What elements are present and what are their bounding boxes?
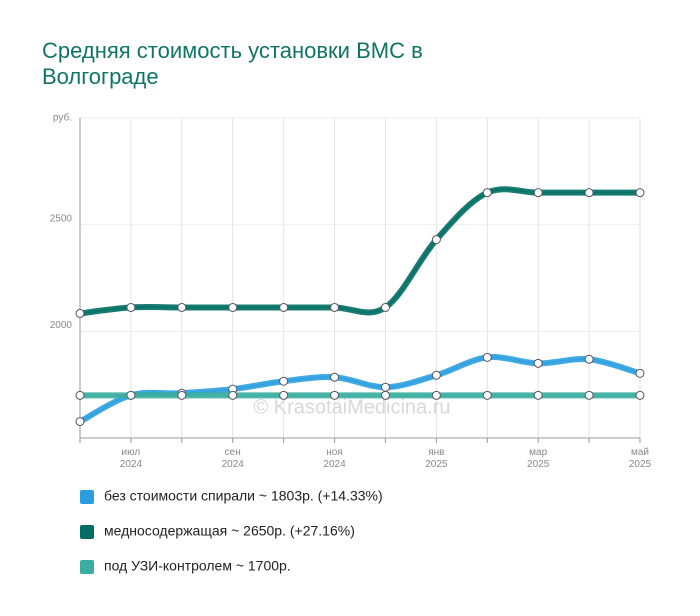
y-tick-label: 2500 xyxy=(50,213,73,224)
data-point xyxy=(431,235,441,245)
y-tick-label: 2000 xyxy=(50,320,73,331)
legend-label: под УЗИ-контролем ~ 1700р. xyxy=(104,558,291,574)
x-tick-label: июл 2024 xyxy=(120,447,143,470)
data-point xyxy=(584,188,594,198)
data-point xyxy=(228,390,238,400)
data-point xyxy=(482,188,492,198)
data-point xyxy=(482,352,492,362)
data-point xyxy=(330,302,340,312)
data-point xyxy=(584,354,594,364)
legend-swatch xyxy=(80,560,94,574)
data-point xyxy=(279,376,289,386)
legend-label: медносодержащая ~ 2650р. (+27.16%) xyxy=(104,523,355,539)
data-point xyxy=(177,390,187,400)
x-tick-label: май 2025 xyxy=(629,447,652,470)
data-point xyxy=(635,390,645,400)
data-point xyxy=(584,390,594,400)
data-point xyxy=(75,390,85,400)
data-point xyxy=(126,390,136,400)
legend-swatch xyxy=(80,525,94,539)
data-point xyxy=(380,382,390,392)
data-point xyxy=(126,302,136,312)
legend-label: без стоимости спирали ~ 1803р. (+14.33%) xyxy=(104,488,383,504)
data-point xyxy=(228,302,238,312)
data-point xyxy=(482,390,492,400)
x-tick-label: сен 2024 xyxy=(222,447,245,470)
data-point xyxy=(330,390,340,400)
data-point xyxy=(380,302,390,312)
series-line xyxy=(79,188,640,315)
data-point xyxy=(431,390,441,400)
x-tick-label: ноя 2024 xyxy=(323,447,346,470)
data-point xyxy=(75,417,85,427)
legend-swatch xyxy=(80,490,94,504)
data-point xyxy=(279,302,289,312)
watermark: © KrasotaiMedicina.ru xyxy=(253,396,450,418)
data-point xyxy=(533,390,543,400)
data-point xyxy=(635,188,645,198)
data-point xyxy=(533,358,543,368)
y-tick-label: руб. xyxy=(53,112,72,124)
data-point xyxy=(533,188,543,198)
data-point xyxy=(330,372,340,382)
data-point xyxy=(177,302,187,312)
x-tick-label: мар 2025 xyxy=(527,447,550,470)
chart-title: Средняя стоимость установки ВМС в Волгог… xyxy=(42,38,423,89)
x-tick-label: янв 2025 xyxy=(425,447,448,470)
data-point xyxy=(279,390,289,400)
series-line-outline xyxy=(79,186,640,317)
data-point xyxy=(431,370,441,380)
data-point xyxy=(75,308,85,318)
data-point xyxy=(380,390,390,400)
data-point xyxy=(635,368,645,378)
